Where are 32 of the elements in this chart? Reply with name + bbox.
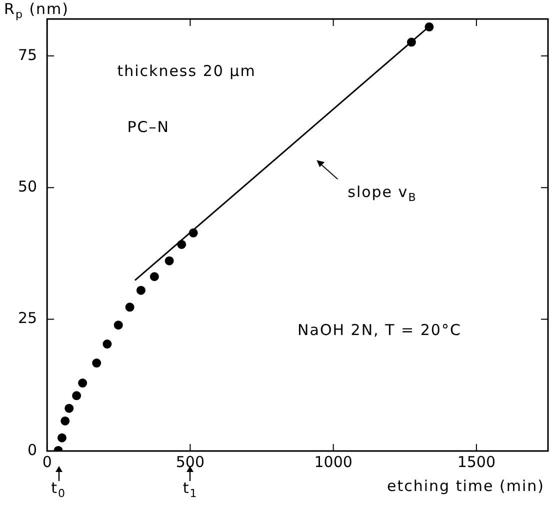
point [424,22,434,32]
x-tick-label: 1500 [457,452,496,471]
point [125,302,134,312]
annotation: PC–N [127,118,170,136]
x-tick-label: 0 [42,452,52,471]
point [150,272,159,282]
point [60,416,70,426]
point [177,240,186,249]
point [136,286,146,295]
point [78,378,88,388]
point [406,38,416,47]
point [188,228,198,238]
x-tick-label: 1000 [314,452,352,471]
text: t$_{1}$ [182,479,198,500]
point [92,358,102,368]
y-tick-label: 25 [18,309,38,328]
y-tick-label: 0 [28,440,38,459]
point [114,320,123,330]
point [102,340,112,349]
y-axis-title: R$_{p}$ (nm) [4,0,70,21]
y-tick-label: 75 [18,46,38,64]
x-axis-title: etching time (min) [387,477,544,495]
annotation: slope v$_{B}$ [348,183,417,204]
point [57,433,66,442]
point [64,404,74,413]
y-tick-label: 50 [18,177,38,196]
x-tick-label: 500 [176,452,205,471]
point [164,256,174,266]
text: t$_{0}$ [51,479,66,500]
annotation: NaOH 2N, T = 20°C [298,321,462,340]
point [72,391,82,400]
annotation: thickness 20 μm [117,62,256,80]
